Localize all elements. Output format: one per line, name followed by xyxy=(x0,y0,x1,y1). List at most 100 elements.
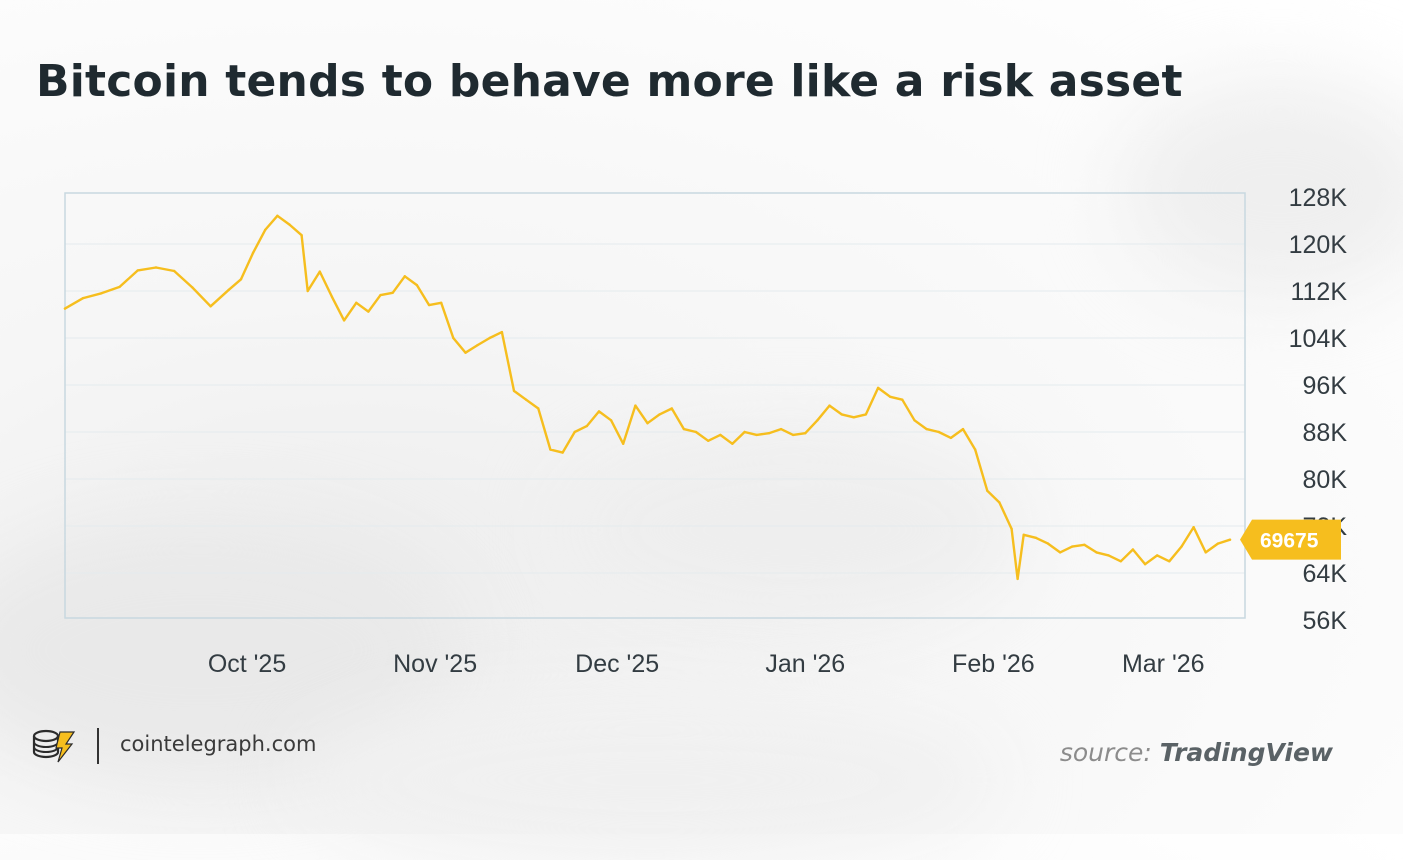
data-point xyxy=(731,442,734,445)
data-point xyxy=(136,269,139,272)
data-point xyxy=(524,398,528,401)
data-point xyxy=(597,410,601,413)
data-point xyxy=(961,427,965,431)
price-chart: 128K120K112K104K96K88K80K72K64K56K Oct '… xyxy=(63,184,1348,678)
data-point xyxy=(1143,563,1147,566)
data-point xyxy=(1204,551,1207,554)
y-tick-label: 96K xyxy=(1303,372,1348,400)
data-point xyxy=(901,398,904,401)
data-point xyxy=(889,395,892,398)
data-point xyxy=(464,351,467,354)
data-point xyxy=(1010,527,1013,531)
data-point xyxy=(694,430,698,434)
data-point xyxy=(1168,560,1171,563)
data-point xyxy=(1131,548,1135,551)
data-point xyxy=(622,442,625,445)
y-tick-label: 104K xyxy=(1289,325,1348,353)
data-point xyxy=(288,223,291,226)
last-price-badge: 69675 xyxy=(1240,519,1341,560)
data-point xyxy=(670,407,673,410)
data-point xyxy=(276,214,279,217)
data-point xyxy=(1022,533,1025,536)
data-point xyxy=(1058,551,1062,554)
x-tick-label: Dec '25 xyxy=(575,650,659,678)
data-point xyxy=(561,451,564,454)
x-tick-label: Oct '25 xyxy=(208,650,286,678)
bg-blur-2 xyxy=(560,430,1020,630)
data-point xyxy=(998,501,1001,504)
data-point xyxy=(367,310,370,313)
y-tick-label: 112K xyxy=(1290,278,1347,306)
data-point xyxy=(791,433,795,437)
data-point xyxy=(239,278,243,281)
data-point xyxy=(537,407,540,410)
data-point xyxy=(355,301,358,304)
y-tick-label: 64K xyxy=(1303,560,1348,588)
data-point xyxy=(318,270,321,273)
footer-source: source: TradingView xyxy=(1060,738,1333,767)
chart-grid xyxy=(65,243,1245,574)
data-point xyxy=(227,288,230,291)
data-point xyxy=(1016,577,1019,581)
data-point xyxy=(804,432,807,435)
y-tick-label: 56K xyxy=(1303,607,1348,635)
data-point xyxy=(767,432,771,435)
data-point xyxy=(658,413,661,416)
data-point xyxy=(585,424,588,428)
data-point xyxy=(512,389,516,393)
data-point xyxy=(440,301,443,304)
data-point xyxy=(330,295,334,299)
series-line-btc xyxy=(63,214,1232,581)
data-point xyxy=(1192,526,1195,529)
data-point xyxy=(403,275,406,278)
data-point xyxy=(1180,545,1183,548)
data-point xyxy=(828,404,831,407)
y-tick-label: 120K xyxy=(1289,231,1348,259)
data-point xyxy=(191,286,194,289)
data-point xyxy=(100,292,103,295)
data-point xyxy=(63,307,67,310)
data-point xyxy=(1034,536,1038,539)
data-point xyxy=(342,319,346,322)
data-point xyxy=(251,251,255,254)
data-point xyxy=(707,439,710,442)
source-prefix: source: xyxy=(1059,738,1152,767)
data-point xyxy=(925,427,928,431)
x-tick-label: Feb '26 xyxy=(952,650,1035,678)
data-point xyxy=(549,448,552,451)
data-point xyxy=(1216,542,1220,545)
data-point xyxy=(154,266,158,269)
x-tick-label: Nov '25 xyxy=(393,650,477,678)
y-axis-labels: 128K120K112K104K96K88K80K72K64K56K xyxy=(1289,184,1348,635)
data-point xyxy=(500,330,504,334)
series-points xyxy=(63,214,1232,581)
y-tick-label: 80K xyxy=(1303,466,1348,494)
chart-frame xyxy=(64,192,1246,619)
data-point xyxy=(300,234,303,237)
y-tick-label: 128K xyxy=(1289,184,1348,212)
data-point xyxy=(816,419,819,422)
data-point xyxy=(743,430,746,434)
footer-site-name: cointelegraph.com xyxy=(120,732,317,756)
data-point xyxy=(427,303,431,307)
data-point xyxy=(118,285,121,289)
data-point xyxy=(755,433,758,437)
data-point xyxy=(306,289,309,293)
bg-blur-3 xyxy=(1120,80,1403,300)
data-point xyxy=(1119,560,1123,563)
last-price-badge-shape xyxy=(1240,519,1341,560)
data-point xyxy=(1095,551,1098,554)
data-point xyxy=(476,343,479,347)
data-point xyxy=(391,291,394,294)
data-point xyxy=(173,269,176,273)
cointelegraph-logo-icon xyxy=(30,726,76,766)
data-point xyxy=(609,419,613,422)
data-point xyxy=(1083,543,1086,546)
data-point xyxy=(646,422,649,425)
data-point xyxy=(840,413,843,416)
data-point xyxy=(264,228,267,232)
data-point xyxy=(864,413,868,416)
data-point xyxy=(913,419,916,422)
data-point xyxy=(1046,542,1050,545)
data-point xyxy=(852,416,855,419)
